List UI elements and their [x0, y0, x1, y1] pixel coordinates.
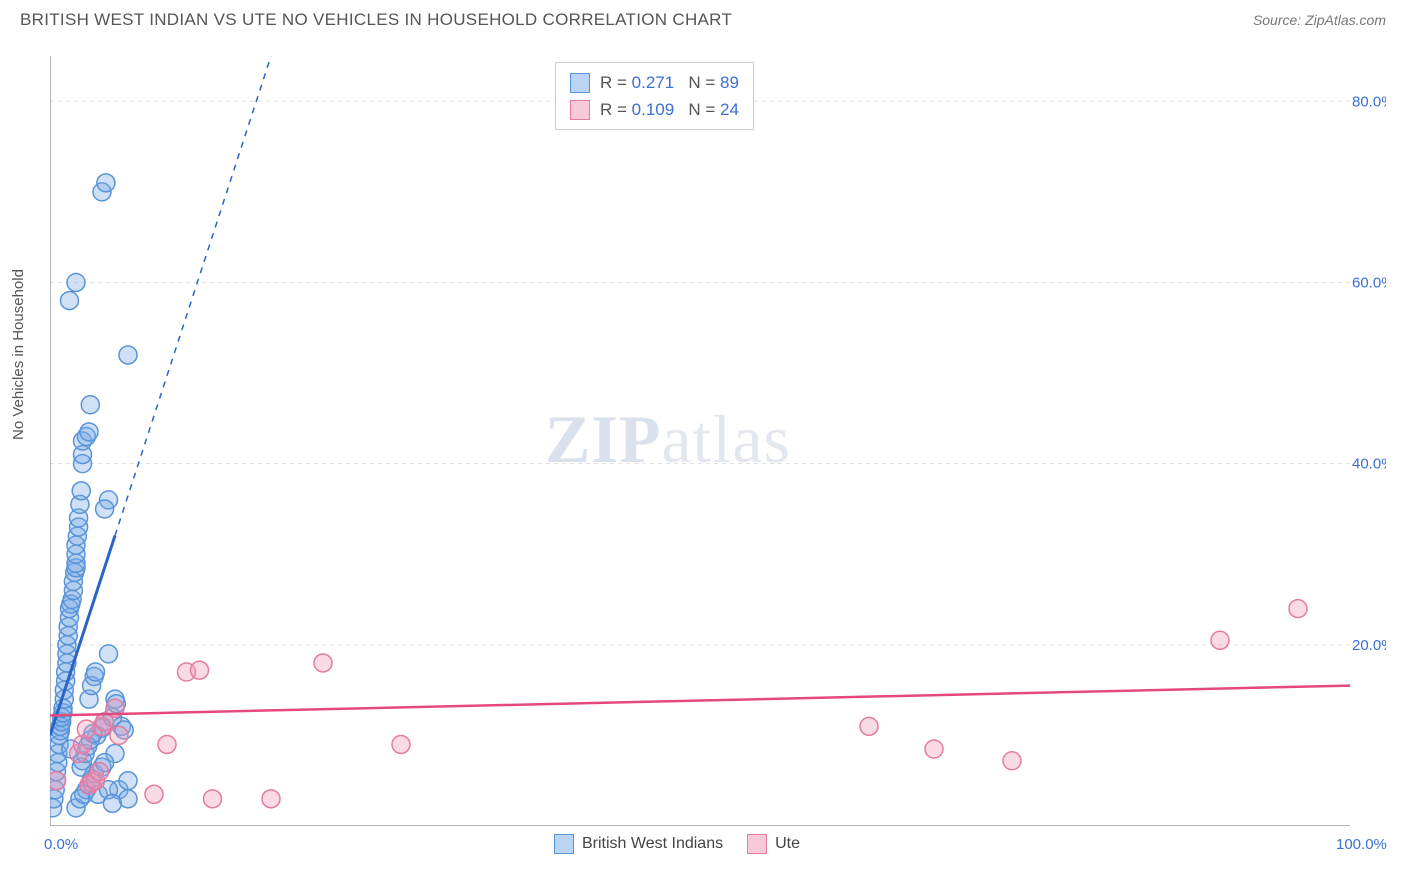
y-axis-label: No Vehicles in Household	[10, 269, 27, 440]
chart-area: 20.0% 40.0% 60.0% 80.0%	[50, 56, 1386, 826]
header: BRITISH WEST INDIAN VS UTE NO VEHICLES I…	[0, 0, 1406, 44]
series-legend: British West Indians Ute	[554, 834, 800, 854]
legend-stats: R = 0.109 N = 24	[600, 96, 739, 123]
legend-stats: R = 0.271 N = 89	[600, 69, 739, 96]
legend-item: Ute	[747, 834, 800, 854]
legend-label: British West Indians	[582, 835, 723, 853]
legend-row: R = 0.271 N = 89	[570, 69, 739, 96]
scatter-plot: 20.0% 40.0% 60.0% 80.0%	[50, 56, 1386, 826]
svg-text:60.0%: 60.0%	[1352, 274, 1386, 291]
svg-text:80.0%: 80.0%	[1352, 93, 1386, 110]
svg-text:40.0%: 40.0%	[1352, 456, 1386, 473]
legend-swatch	[570, 100, 590, 120]
chart-title: BRITISH WEST INDIAN VS UTE NO VEHICLES I…	[20, 10, 732, 30]
legend-swatch	[747, 834, 767, 854]
correlation-legend: R = 0.271 N = 89R = 0.109 N = 24	[555, 62, 754, 130]
x-tick-label-100: 100.0%	[1336, 836, 1387, 853]
legend-item: British West Indians	[554, 834, 723, 854]
legend-swatch	[570, 73, 590, 93]
source-attribution: Source: ZipAtlas.com	[1253, 12, 1386, 28]
x-tick-label-0: 0.0%	[44, 836, 78, 853]
legend-row: R = 0.109 N = 24	[570, 96, 739, 123]
legend-swatch	[554, 834, 574, 854]
legend-label: Ute	[775, 835, 800, 853]
svg-text:20.0%: 20.0%	[1352, 637, 1386, 654]
